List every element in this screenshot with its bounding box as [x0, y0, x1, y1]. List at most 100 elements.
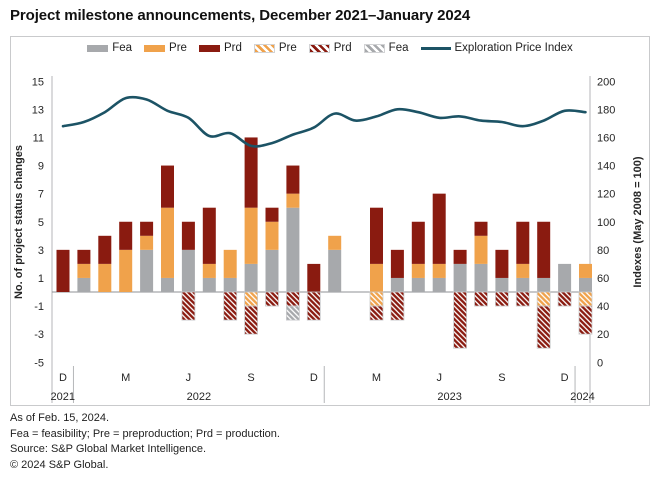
bar-segment-pre-aug-2022	[223, 249, 237, 278]
left-axis-tick-label: 11	[33, 132, 44, 144]
bar-segment-neg-prd-dec-2023	[557, 291, 572, 307]
bar-segment-neg-prd-jun-2022	[181, 291, 196, 321]
bar-segment-neg-pre-jan-2024	[578, 291, 593, 307]
bar-segment-pre-jun-2023	[432, 263, 446, 278]
x-axis-year-label: 2021	[50, 391, 74, 403]
left-axis-tick-label: -1	[34, 301, 44, 313]
bar-segment-neg-prd-mar-2023	[369, 305, 384, 321]
legend-swatch-solid	[87, 44, 109, 52]
legend-item-prd: Prd	[198, 42, 242, 54]
bar-segment-neg-prd-dec-2022	[306, 291, 321, 321]
bar-segment-prd-oct-2023	[516, 221, 530, 264]
legend-swatch-solid	[198, 44, 220, 52]
bar-segment-neg-prd-sep-2023	[494, 291, 509, 307]
left-axis-tick-label: -3	[34, 329, 44, 341]
x-axis-month-label: D	[310, 372, 318, 384]
x-axis-month-label: S	[247, 372, 254, 384]
right-axis-tick-label: 140	[597, 161, 615, 173]
bar-segment-neg-pre-mar-2023	[369, 291, 384, 307]
bar-segment-prd-jul-2023	[453, 249, 467, 264]
x-axis-year-label: 2023	[437, 391, 461, 403]
bar-segment-fea-jan-2023	[328, 249, 342, 292]
bar-segment-fea-apr-2023	[390, 277, 404, 292]
right-axis-tick-label: 20	[597, 329, 609, 341]
footnote-copyright: © 2024 S&P Global.	[10, 458, 109, 471]
bar-segment-fea-nov-2022	[286, 207, 300, 292]
x-axis-month-label: J	[186, 372, 192, 384]
legend-line-swatch	[420, 46, 451, 50]
x-axis-month-label: S	[498, 372, 505, 384]
bar-segment-pre-oct-2022	[265, 221, 279, 250]
right-axis-tick-label: 80	[597, 245, 609, 257]
right-axis-tick-label: 100	[597, 217, 615, 229]
bar-segment-pre-apr-2022	[140, 235, 154, 250]
bar-segment-neg-fea-nov-2022	[285, 305, 300, 321]
bar-segment-pre-feb-2022	[98, 263, 112, 292]
left-axis-tick-label: -5	[34, 357, 44, 369]
bar-segment-pre-may-2023	[411, 263, 425, 278]
bar-segment-neg-prd-oct-2023	[515, 291, 530, 307]
bar-segment-neg-prd-sep-2022	[244, 305, 259, 335]
bar-segment-fea-sep-2023	[495, 277, 509, 292]
bar-segment-pre-aug-2023	[474, 235, 488, 264]
bar-segment-fea-jul-2022	[202, 277, 216, 292]
bar-segment-fea-jul-2023	[453, 263, 467, 292]
left-axis-tick-label: 1	[38, 273, 44, 285]
bar-segment-fea-aug-2022	[223, 277, 237, 292]
bar-segment-neg-prd-nov-2022	[285, 291, 300, 307]
legend-label: Fea	[112, 42, 133, 54]
bar-segment-neg-prd-oct-2022	[265, 291, 279, 307]
bar-segment-prd-dec-2022	[307, 263, 321, 292]
bar-segment-fea-jan-2022	[77, 277, 91, 292]
legend-label: Prd	[223, 42, 242, 54]
legend-label: Exploration Price Index	[454, 42, 573, 54]
footnote-as-of: As of Feb. 15, 2024.	[10, 412, 110, 424]
bar-segment-neg-prd-jul-2023	[453, 291, 468, 349]
bar-segment-prd-jun-2023	[432, 193, 446, 264]
x-axis-month-label: M	[121, 372, 130, 384]
bar-segment-neg-prd-nov-2023	[536, 305, 551, 349]
right-axis-tick-label: 60	[597, 273, 609, 285]
bar-segment-prd-sep-2023	[495, 249, 509, 278]
left-axis-tick-label: 7	[38, 189, 44, 201]
bar-segment-prd-jul-2022	[202, 207, 216, 264]
right-axis-tick-label: 0	[597, 357, 603, 369]
legend-item-fea-hatched: Fea	[363, 42, 409, 54]
bar-segment-pre-mar-2023	[370, 263, 383, 292]
legend-item-prd-hatched: Prd	[308, 42, 352, 54]
bar-segment-pre-jan-2023	[328, 235, 342, 250]
legend-swatch-hatch	[363, 43, 385, 53]
left-axis-tick-label: 5	[38, 217, 44, 229]
bar-segment-fea-may-2022	[161, 277, 174, 292]
bar-segment-pre-jan-2022	[77, 263, 91, 278]
bar-segment-prd-jan-2022	[77, 249, 91, 264]
exploration-price-index-line	[61, 95, 587, 148]
bar-segment-prd-apr-2022	[140, 221, 154, 236]
bar-segment-neg-prd-aug-2023	[474, 291, 488, 307]
bar-segment-pre-may-2022	[161, 207, 174, 278]
x-axis-year-label: 2022	[187, 391, 211, 403]
legend-swatch-solid	[144, 44, 166, 52]
bar-segment-neg-prd-jan-2024	[578, 305, 593, 335]
bar-segment-fea-dec-2023	[558, 263, 572, 292]
legend-label: Pre	[278, 42, 297, 54]
x-axis-month-label: J	[436, 372, 442, 384]
left-axis-tick-label: 13	[32, 104, 44, 116]
right-axis-title: Indexes (May 2008 = 100)	[632, 156, 644, 287]
bar-segment-fea-jun-2022	[181, 249, 195, 292]
right-axis-tick-label: 200	[597, 76, 615, 88]
chart-legend: Fea Pre Prd Pre Prd Fea Exploration Price Inde…	[12, 42, 648, 54]
footnote-abbreviations: Fea = feasibility; Pre = preproduction; …	[10, 427, 280, 440]
right-axis-tick-label: 160	[597, 132, 615, 144]
bar-segment-fea-sep-2022	[244, 263, 258, 292]
x-axis-month-label: D	[59, 372, 67, 384]
bar-segment-prd-mar-2023	[370, 207, 383, 264]
left-axis-title: No. of project status changes	[13, 145, 25, 299]
bar-segment-fea-nov-2023	[537, 277, 551, 292]
bar-segment-prd-aug-2023	[474, 221, 488, 236]
bar-segment-fea-aug-2023	[474, 263, 488, 292]
bar-segment-prd-mar-2022	[119, 221, 133, 250]
footnote-source: Source: S&P Global Market Intelligence.	[10, 443, 207, 455]
legend-label: Fea	[388, 42, 409, 54]
bar-segment-pre-jul-2022	[202, 263, 216, 278]
